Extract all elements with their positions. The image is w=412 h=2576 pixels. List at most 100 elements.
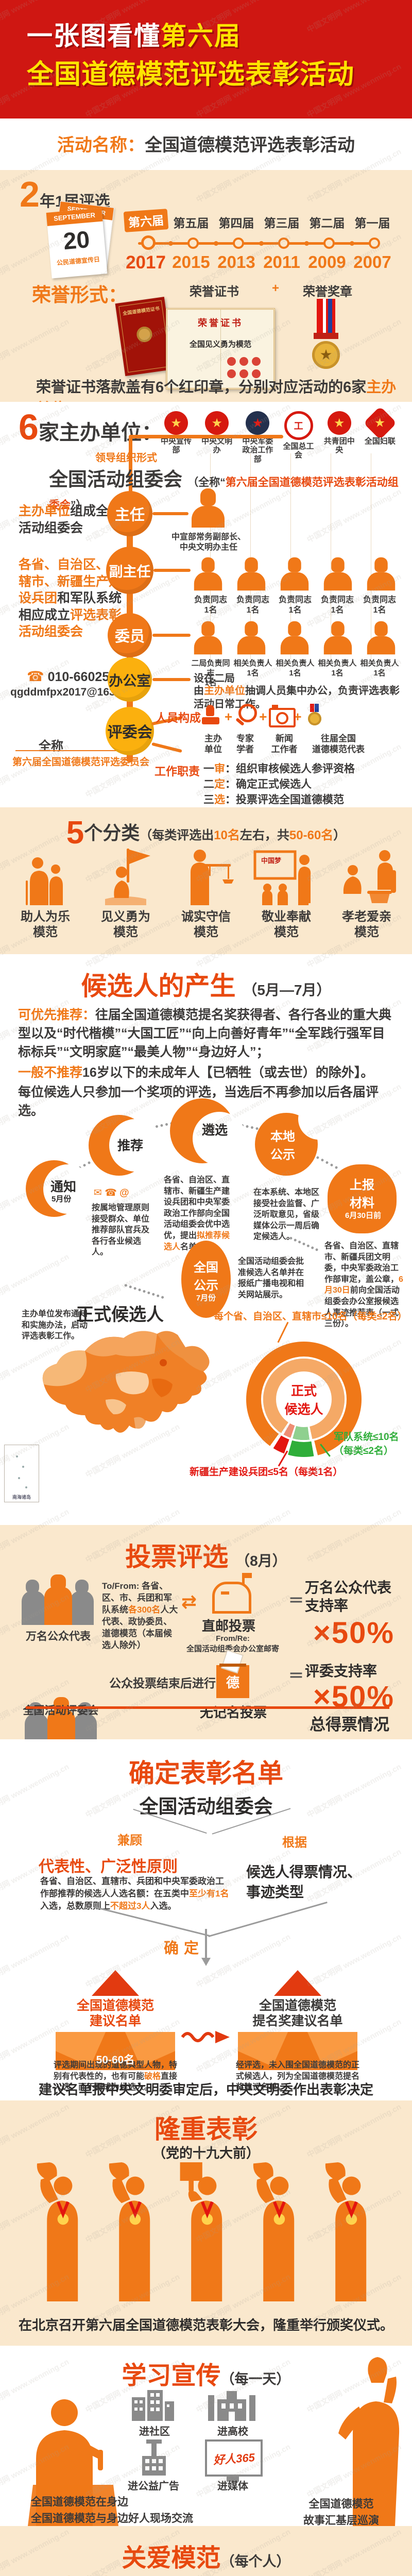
connector-line <box>151 742 182 753</box>
union-logo-icon: 工 <box>284 411 313 440</box>
timeline-year-2011: 2011 <box>263 252 300 272</box>
step-national-publicity-note: 全国活动组委会批准候选人名单并在报纸广播电视和相关网站展示。 <box>238 1257 304 1299</box>
step-notice-label: 通知 <box>50 1180 77 1194</box>
categories-heading: 5个分类（每类评选出10名左右，共50-60名） <box>0 815 412 851</box>
step-report-deadline: 6月30日前 <box>345 1211 382 1220</box>
deputy-caption: 负责同志 1名 <box>363 596 396 615</box>
certificate-title: 荣誉证书 <box>198 318 243 328</box>
south-china-sea-inset: 南海诸岛 <box>4 1445 39 1502</box>
envelope-nomination-note: 经评选，未入围全国道德模范的正式候选人，列为全国道德模范提名奖建议名单。 <box>236 2061 360 2092</box>
jury-committee-label: 全国活动评委会 <box>23 1705 99 1717</box>
model-figure <box>253 2162 295 2301</box>
total-votes-label: 总得票情况 <box>310 1716 389 1734</box>
column-guide-line <box>250 453 251 659</box>
member-caption: 相关负责人 1名 <box>318 659 357 677</box>
red-seal <box>252 357 261 366</box>
organizers-heading: 6家主办单位： <box>19 409 162 446</box>
red-seal <box>239 369 248 378</box>
envelope-body: 50-60名 <box>56 2032 175 2070</box>
jury-vote-desc: 公众投票结束后进行 <box>109 1676 216 1690</box>
svg-text:中国梦: 中国梦 <box>261 857 282 865</box>
category-helping-others: 助人为乐 模范 <box>7 849 84 940</box>
envelope-body <box>238 2032 357 2070</box>
study-title: 学习宣传（每一天） <box>0 2355 412 2391</box>
member-caption: 相关负责人 1名 <box>276 659 315 677</box>
connector-line <box>15 750 125 751</box>
deputy-caption: 负责同志 1名 <box>320 596 354 615</box>
sponsor-label: 共青团中央 <box>323 437 355 455</box>
dotted-connector <box>124 1283 164 1299</box>
plus-sign: + <box>294 709 302 724</box>
equals-sign: ＝ <box>288 1668 304 1685</box>
timeline-dot <box>304 241 309 246</box>
category-label: 见义勇为 模范 <box>101 910 150 939</box>
sponsor-label: 全国妇联 <box>364 437 396 446</box>
venue-university-label: 进高校 <box>217 2426 248 2437</box>
node-director: 主任 <box>107 491 152 536</box>
jury-duties: 一审：组织审核候选人参评资格 二定：确定正式候选人 三选：投票评选全国道德模范 <box>203 761 404 807</box>
step-national-publicity-label: 全国 公示 <box>194 1261 218 1293</box>
committee-name: 全国活动组委会 <box>49 469 182 490</box>
waving-figure <box>338 2357 400 2526</box>
candidates-paragraph-restriction: 一般不推荐16岁以下的未成年人【已牺牲（或去世）的除外】。 <box>18 1065 374 1080</box>
timeline-dot <box>214 241 218 246</box>
branch-label-balance: 兼顾 <box>117 1834 142 1848</box>
step-recommend-label: 推荐 <box>117 1139 144 1153</box>
honesty-scale-icon <box>167 849 245 905</box>
envelope-triangle <box>274 1970 321 1996</box>
step-recommend-shape <box>89 1115 162 1176</box>
jury-composition-label: 人员构成 <box>156 711 201 724</box>
haoren365-logo: 好人365 <box>212 2451 255 2467</box>
public-support-rate: 万名公众代表 支持率 <box>305 1580 392 1614</box>
military-badge-icon: ★ <box>246 411 270 435</box>
sponsor-label: 中央军委 政治工作部 <box>242 437 273 464</box>
timeline-node <box>141 235 156 250</box>
filial-care-icon <box>328 849 405 905</box>
leader-line <box>277 1321 289 1343</box>
category-bravery: 见义勇为 模范 <box>87 849 164 940</box>
categories-heading-text: 个分类 <box>84 822 140 843</box>
member-caption: 二局负责同志 1名 <box>191 659 230 687</box>
activity-name-value: 全国道德模范评选表彰活动 <box>145 135 355 155</box>
donut-center-label: 正式 候选人 <box>276 1371 332 1427</box>
title-part-white: 一张图看懂 <box>27 22 161 50</box>
timeline-year-2017: 2017 <box>126 252 166 273</box>
exchange-arrows-icon: ⇄ <box>181 1591 197 1612</box>
envelope-models-list: 全国道德模范 建议名单 50-60名 <box>56 1970 175 2070</box>
categories-row: 助人为乐 模范 见义勇为 模范 诚实守信 模范 中国梦 敬业奉献 模范 <box>5 849 407 940</box>
sponsor-logos-row: ★ 中央宣传部 ★ 中央文明办 ★ 中央军委 政治工作部 工 全国总工会 ★ 共… <box>157 406 399 464</box>
timeline-edition-3: 第三届 <box>264 216 300 230</box>
term-number: 2 <box>20 174 40 214</box>
connector-line <box>152 512 188 515</box>
voting-period: （8月） <box>235 1553 287 1569</box>
timeline-node <box>278 238 289 249</box>
certificate-body-text: 全国见义勇为模范 <box>189 340 251 349</box>
member-figures <box>192 618 398 657</box>
sponsor-military-commission: ★ 中央军委 政治工作部 <box>238 411 277 464</box>
timeline-edition-5: 第五届 <box>173 216 209 230</box>
contact-email: qgddmfpx2017@163.com <box>10 686 141 698</box>
step-notice-month: 5月份 <box>52 1195 72 1204</box>
step-select-shape <box>170 1098 246 1165</box>
director-caption: 中宣部常务副部长、 中央文明办主任 <box>171 533 246 552</box>
principle-detail: 各省、自治区、直辖市、兵团和中央军委政治工作部推荐的候选人人选名额：在五类中至少… <box>40 1876 229 1911</box>
node-member: 委员 <box>108 613 152 657</box>
timeline-edition-6: 第六届 <box>123 209 168 232</box>
phone-icon: ☎ <box>27 669 44 684</box>
quota-army-label: 军队系统≤10名 （每类≤2名） <box>334 1432 399 1456</box>
organizers-number: 6 <box>19 407 39 447</box>
converge-arrow-shaft <box>205 1929 207 1959</box>
categories-number: 5 <box>66 815 84 851</box>
commend-title: 隆重表彰 <box>154 2115 258 2144</box>
column-guide-line <box>290 453 291 659</box>
category-label: 诚实守信 模范 <box>181 910 231 939</box>
study-left-caption: 全国道德模范在身边 全国道德模范与身边好人现场交流 <box>31 2496 193 2524</box>
organizers-section: 6家主办单位： ★ 中央宣传部 ★ 中央文明办 ★ 中央军委 政治工作部 工 全… <box>0 402 412 807</box>
venue-media-label: 进媒体 <box>217 2481 248 2492</box>
node-deputy: 副主任 <box>106 547 153 594</box>
converge-arrow-head <box>201 1958 211 1966</box>
jury-committee-icon <box>25 1697 97 1739</box>
timeline-node <box>323 238 335 249</box>
red-seal <box>227 369 236 378</box>
certificate-open: 荣誉证书 全国见义勇为模范 <box>166 308 275 389</box>
